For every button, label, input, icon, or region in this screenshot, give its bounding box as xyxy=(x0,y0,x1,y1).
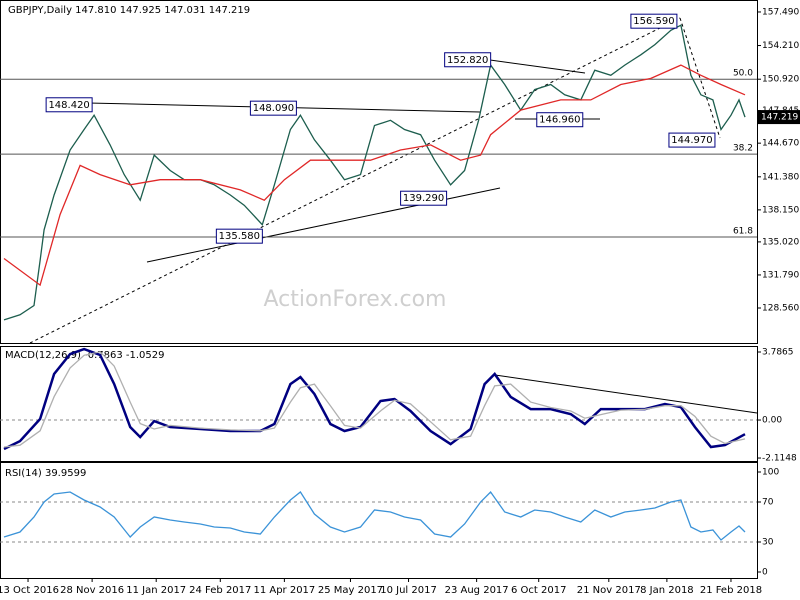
annotation-label: 156.590 xyxy=(633,16,674,27)
y-tick-label: 135.020 xyxy=(762,237,799,247)
watermark: ActionForex.com xyxy=(264,287,447,312)
annotation-box xyxy=(536,112,584,128)
x-tick-label: 10 Jul 2017 xyxy=(380,585,437,596)
annotation-box xyxy=(45,97,93,113)
annotation-label: 148.420 xyxy=(48,100,89,111)
last-price-label: 147.219 xyxy=(761,113,798,123)
x-tick-label: 28 Nov 2016 xyxy=(60,585,124,596)
trend-line xyxy=(494,374,758,414)
annotation-label: 152.820 xyxy=(447,55,488,66)
y-tick-label: 131.790 xyxy=(762,270,799,280)
rsi-panel xyxy=(0,462,758,579)
trend-line xyxy=(679,17,721,139)
annotation-label: 146.960 xyxy=(539,115,580,126)
series-line xyxy=(3,351,746,448)
series-line xyxy=(3,24,746,321)
annotation-box xyxy=(215,228,263,244)
annotation-box xyxy=(668,132,716,148)
macd-panel xyxy=(0,346,758,462)
y-tick-label: 157.490 xyxy=(762,7,799,17)
y-tick-label: 70 xyxy=(762,498,774,508)
annotation-label: 148.090 xyxy=(253,103,294,114)
annotation-box xyxy=(630,13,678,29)
series-line xyxy=(3,64,746,287)
price-panel xyxy=(0,0,758,344)
x-tick-label: 21 Nov 2017 xyxy=(577,585,641,596)
x-tick-label: 25 May 2017 xyxy=(318,585,383,596)
y-tick-label: -2.1148 xyxy=(762,454,797,464)
y-tick-label: 138.150 xyxy=(762,205,799,215)
y-tick-label: 150.920 xyxy=(762,75,799,85)
annotation-box xyxy=(249,100,297,116)
level-label: 38.2 xyxy=(733,144,753,154)
trend-line xyxy=(489,59,586,74)
y-tick-label: 144.670 xyxy=(762,139,799,149)
x-tick-label: 6 Oct 2017 xyxy=(511,585,566,596)
y-tick-label: 0 xyxy=(762,568,768,578)
rsi-title: RSI(14) 39.9599 xyxy=(5,468,86,479)
y-tick-label: 3.7865 xyxy=(762,347,794,357)
x-tick-label: 13 Oct 2016 xyxy=(0,585,59,596)
annotation-label: 139.290 xyxy=(403,193,444,204)
x-tick-label: 8 Jan 2018 xyxy=(640,585,694,596)
y-tick-label: 141.380 xyxy=(762,172,799,182)
annotation-label: 144.970 xyxy=(671,135,712,146)
trend-line xyxy=(29,17,681,344)
x-tick-label: 21 Feb 2018 xyxy=(700,585,762,596)
level-label: 61.8 xyxy=(733,226,753,236)
y-tick-label: 128.560 xyxy=(762,304,799,314)
y-tick-label: 100 xyxy=(762,468,779,478)
x-tick-label: 24 Feb 2017 xyxy=(189,585,251,596)
y-tick-label: 0.00 xyxy=(762,416,782,426)
price-title: GBPJPY,Daily 147.810 147.925 147.031 147… xyxy=(8,5,250,16)
series-line xyxy=(3,490,746,541)
last-price-tag xyxy=(758,110,800,125)
x-tick-label: 23 Aug 2017 xyxy=(445,585,509,596)
annotation-label: 135.580 xyxy=(219,231,260,242)
x-tick-label: 11 Jan 2017 xyxy=(126,585,186,596)
annotation-box xyxy=(444,52,492,68)
level-label: 50.0 xyxy=(733,69,753,79)
series-line xyxy=(3,347,746,451)
x-tick-label: 11 Apr 2017 xyxy=(253,585,315,596)
y-tick-label: 30 xyxy=(762,538,774,548)
annotation-box xyxy=(400,190,448,206)
y-tick-label: 154.210 xyxy=(762,41,799,51)
